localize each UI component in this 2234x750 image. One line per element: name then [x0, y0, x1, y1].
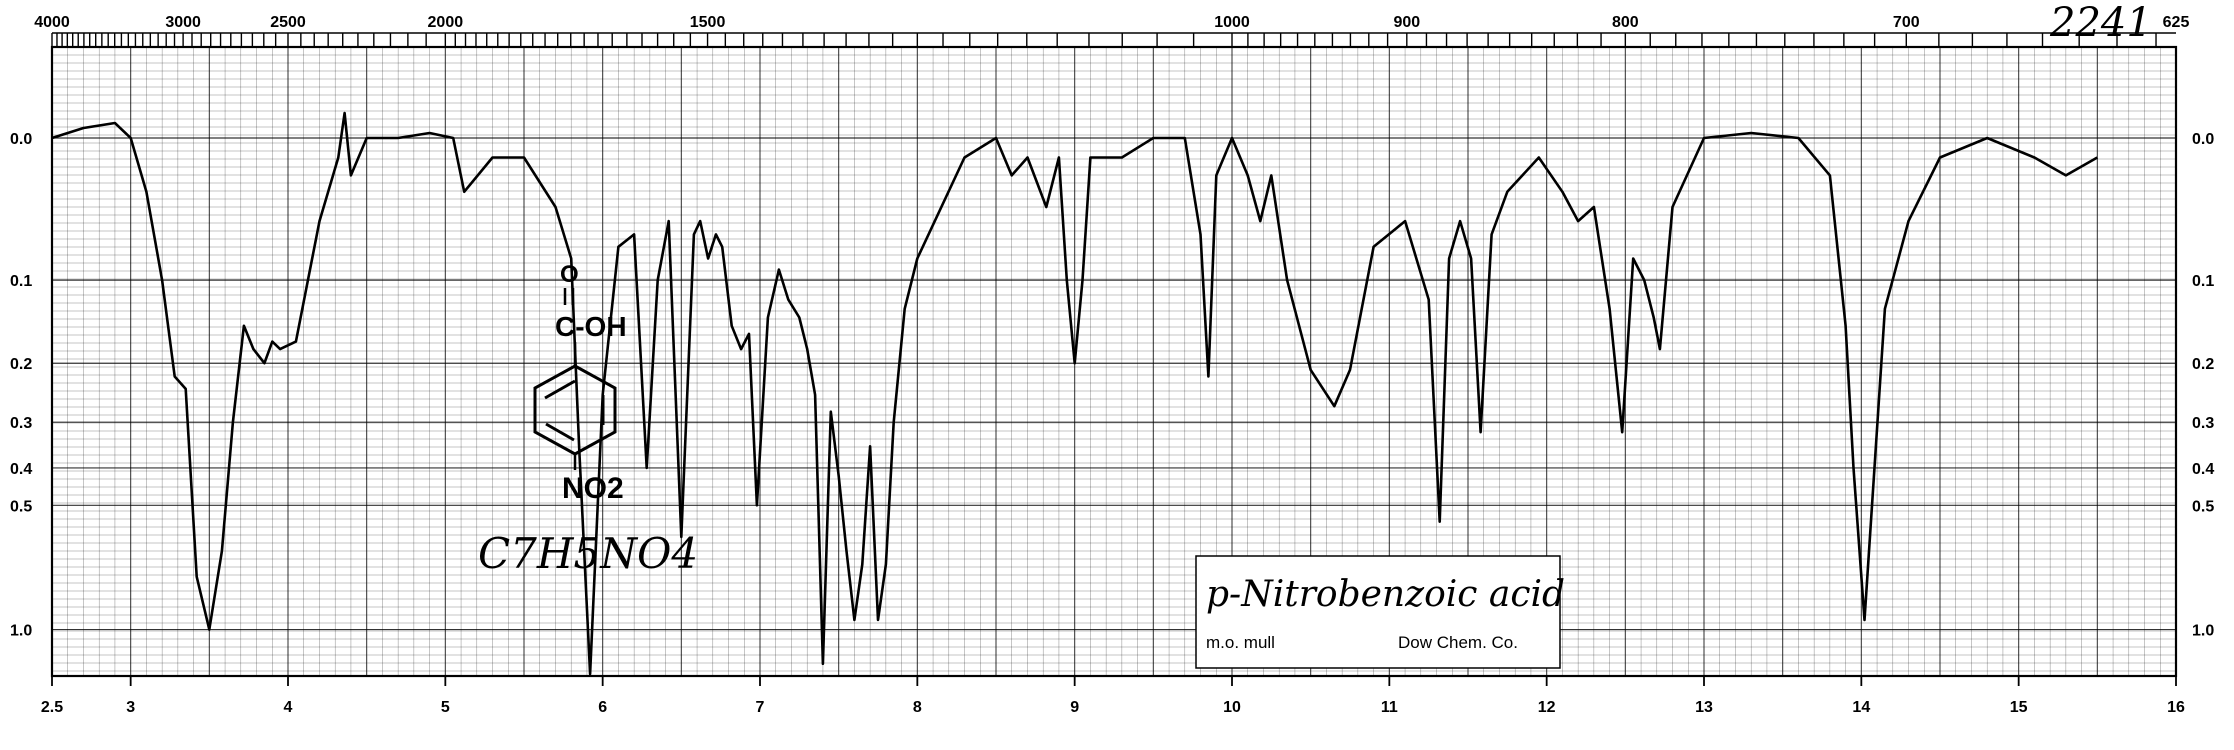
sample-note: m.o. mull	[1206, 633, 1275, 652]
molecule-structure-drawing: O C-OH NO2 C7H5NO4	[478, 261, 698, 578]
left-tick-label: 0.0	[10, 131, 32, 148]
right-tick-label: 0.1	[2192, 273, 2214, 290]
top-tick-label: 2500	[270, 14, 306, 31]
left-absorbance-ticks: 0.00.10.20.30.40.51.02.0	[10, 131, 32, 640]
top-tick-label: 1000	[1214, 14, 1250, 31]
top-tick-label: 1500	[690, 14, 726, 31]
source-label: Dow Chem. Co.	[1398, 633, 1518, 652]
right-tick-label: 0.0	[2192, 131, 2214, 148]
absorbance-trace	[51, 111, 2098, 676]
bottom-tick-label: 9	[1070, 699, 1079, 716]
bottom-tick-label: 16	[2167, 699, 2185, 716]
structure-nitro-group: NO2	[562, 472, 624, 505]
molecular-formula: C7H5NO4	[478, 529, 698, 578]
right-tick-label: 0.4	[2192, 461, 2214, 478]
bottom-tick-label: 14	[1852, 699, 1870, 716]
bottom-tick-label: 4	[284, 699, 293, 716]
top-tick-label: 700	[1893, 14, 1920, 31]
catalog-number: 2241	[2049, 0, 2152, 46]
ring-double-bond-3	[545, 422, 575, 442]
bottom-tick-label: 13	[1695, 699, 1713, 716]
bottom-wavelength-ticks: 2.5 3 4 5 6 7 8 9 10 11 12 13 14 15 16	[41, 676, 2185, 716]
left-tick-label: 0.3	[10, 415, 32, 432]
right-tick-label: 0.2	[2192, 356, 2214, 373]
left-tick-label: 0.5	[10, 498, 32, 515]
bottom-tick-label: 11	[1381, 699, 1398, 716]
top-tick-label: 625	[2163, 14, 2190, 31]
left-tick-label: 0.4	[10, 461, 32, 478]
bottom-tick-label: 15	[2010, 699, 2028, 716]
chart-frame	[50, 45, 2178, 678]
structure-acid-group: C-OH	[555, 311, 627, 342]
top-tick-label: 2000	[428, 14, 464, 31]
plot-border	[50, 45, 2178, 678]
structure-carbonyl-o: O	[560, 261, 579, 288]
left-tick-label: 1.0	[10, 623, 32, 640]
top-wavenumber-ticks: 4000 3000 2500 2000 1500 1000 900 800 700 625	[34, 14, 2189, 47]
bottom-tick-label: 12	[1538, 699, 1556, 716]
top-tick-label: 3000	[165, 14, 201, 31]
right-tick-label: 0.3	[2192, 415, 2214, 432]
bottom-tick-label: 5	[441, 699, 450, 716]
bottom-tick-label: 6	[598, 699, 607, 716]
bottom-tick-label: 8	[913, 699, 922, 716]
label-box-border	[1195, 555, 1561, 669]
bottom-tick-label: 7	[756, 699, 765, 716]
right-tick-label: 0.5	[2192, 498, 2214, 515]
bottom-tick-label: 3	[126, 699, 135, 716]
compound-title: p-Nitrobenzoic acid	[1206, 574, 1565, 615]
right-tick-label: 1.0	[2192, 623, 2214, 640]
bottom-tick-label: 10	[1223, 699, 1241, 716]
top-tick-label: 800	[1612, 14, 1639, 31]
ring-double-bond-1	[544, 379, 576, 400]
top-tick-label: 4000	[34, 14, 70, 31]
left-tick-label: 0.2	[10, 356, 32, 373]
right-absorbance-ticks: 0.00.10.20.30.40.51.02.0	[2192, 131, 2214, 640]
bottom-tick-label: 2.5	[41, 699, 63, 716]
chart-grid	[51, 46, 2177, 676]
top-tick-label: 900	[1393, 14, 1420, 31]
left-tick-label: 0.1	[10, 273, 32, 290]
compound-label-box: p-Nitrobenzoic acid m.o. mull Dow Chem. …	[1195, 555, 1565, 669]
